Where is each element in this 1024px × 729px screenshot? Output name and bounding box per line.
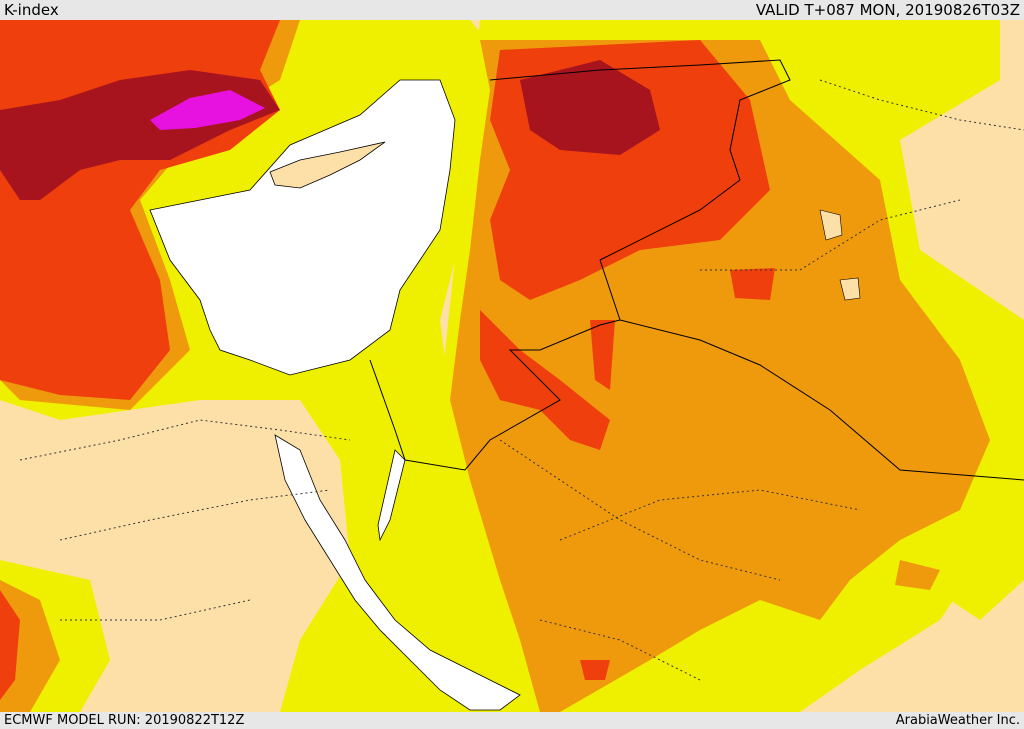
map-title: K-index [4,1,59,19]
lake [819,209,843,241]
k-index-magenta-peak [150,90,265,130]
mediterranean-sea [149,79,456,376]
cyprus-island [269,141,386,189]
red-sea [274,434,521,711]
lake [839,277,861,301]
map-footer: ECMWF MODEL RUN: 20190822T12Z ArabiaWeat… [0,712,1024,729]
k-index-map [0,20,1024,712]
gulf-of-aqaba [377,449,406,542]
credit: ArabiaWeather Inc. [895,713,1020,728]
map-header: K-index VALID T+087 MON, 20190826T03Z [0,0,1024,20]
model-run: ECMWF MODEL RUN: 20190822T12Z [4,713,245,728]
admin-boundaries [19,79,1024,681]
valid-time: VALID T+087 MON, 20190826T03Z [755,1,1020,19]
country-borders [369,59,1024,481]
